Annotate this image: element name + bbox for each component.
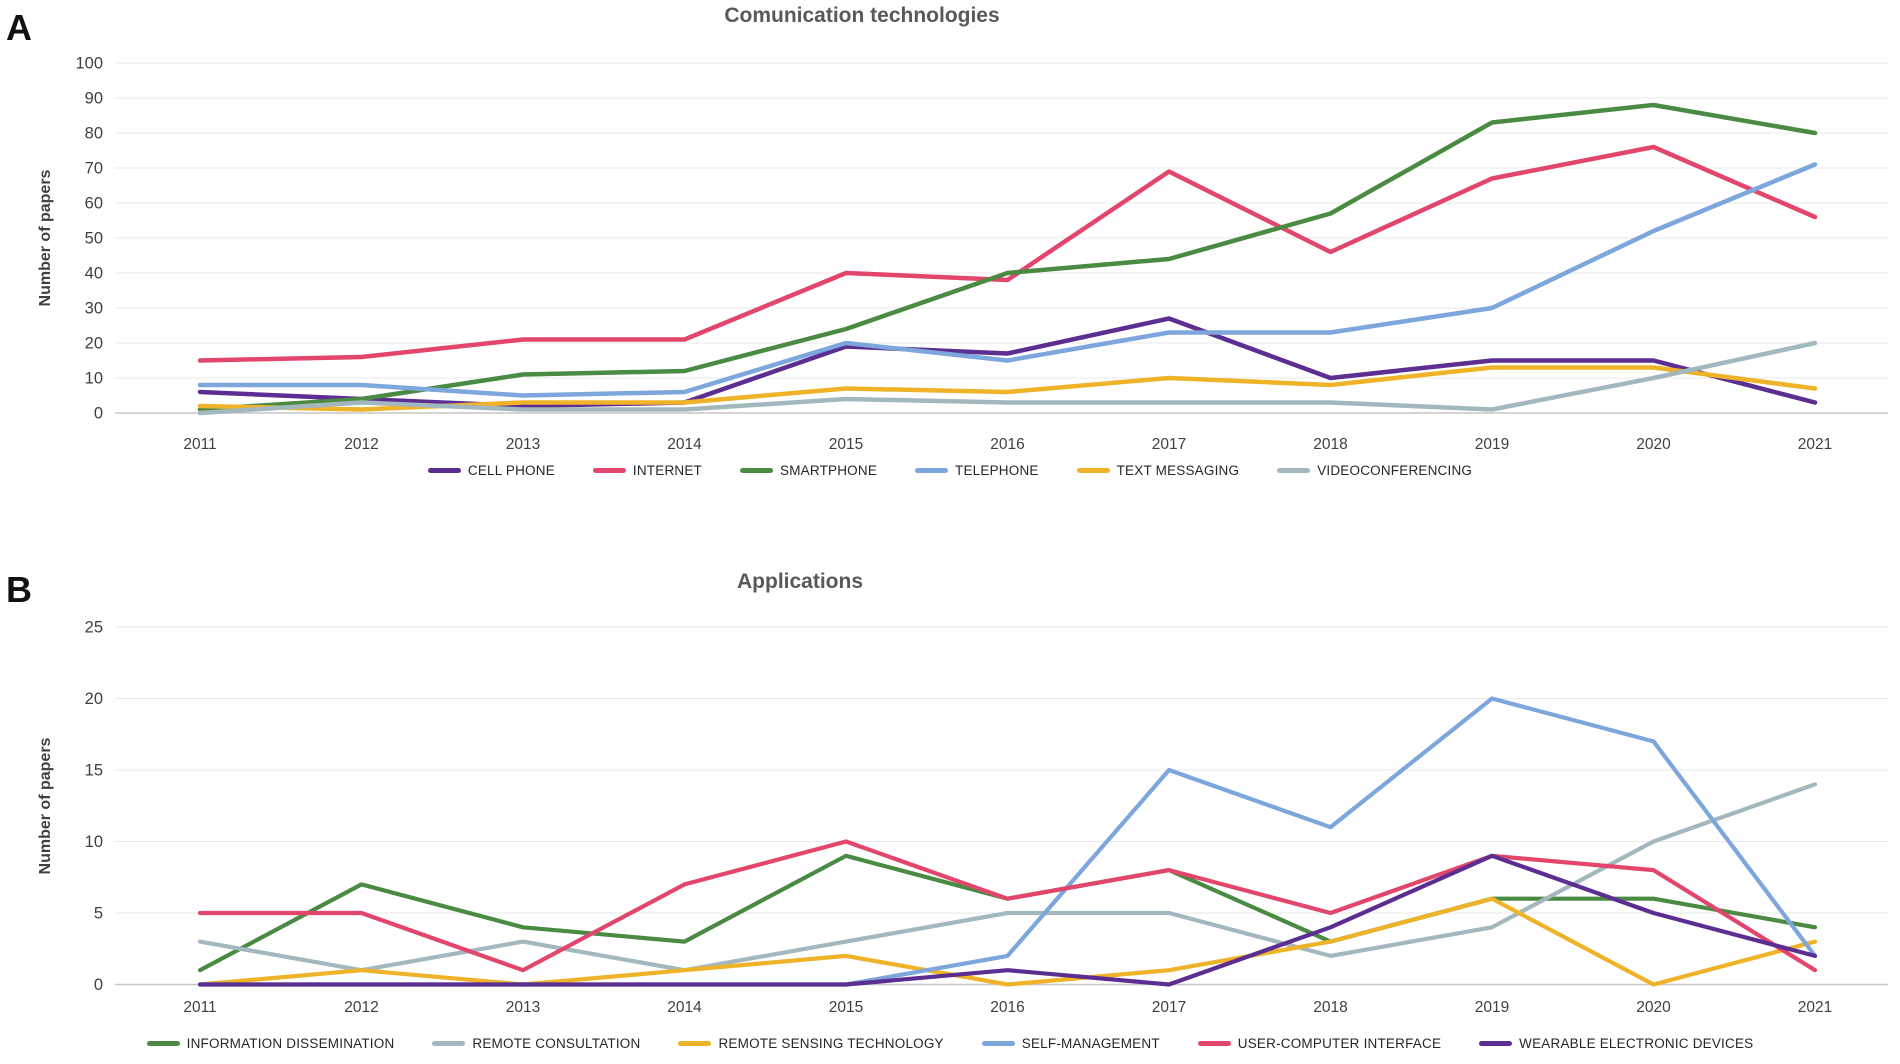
x-tick-label-2019: 2019	[1475, 999, 1509, 1016]
x-tick-label-2011: 2011	[183, 436, 216, 453]
y-tick-label-0: 0	[94, 976, 103, 994]
legend-line-swatch	[740, 468, 774, 473]
panel-a-legend: CELL PHONE INTERNET SMARTPHONE TELEPHONE TEX…	[0, 463, 1900, 478]
series-line-smartphone	[197, 102, 1818, 412]
x-tick-label-2017: 2017	[1152, 436, 1186, 453]
x-tick-label-2021: 2021	[1798, 436, 1832, 453]
x-tick-label-2012: 2012	[344, 999, 378, 1016]
y-tick-label-5: 5	[94, 905, 103, 923]
y-tick-label-60: 60	[85, 195, 103, 213]
series-line-text-messaging	[197, 365, 1818, 412]
legend-item-text-messaging: TEXT MESSAGING	[1076, 463, 1240, 478]
legend-line-swatch	[981, 1041, 1015, 1046]
legend-label: SMARTPHONE	[780, 463, 878, 478]
x-tick-label-2020: 2020	[1636, 436, 1671, 453]
legend-line-swatch	[427, 468, 461, 473]
y-tick-label-40: 40	[85, 265, 103, 283]
legend-line-swatch	[1277, 468, 1311, 473]
legend-item-cell-phone: CELL PHONE	[427, 463, 555, 478]
legend-label: WEARABLE ELECTRONIC DEVICES	[1519, 1036, 1754, 1051]
y-tick-label-20: 20	[85, 335, 103, 353]
x-tick-label-2012: 2012	[344, 436, 378, 453]
legend-label: REMOTE SENSING TECHNOLOGY	[718, 1036, 944, 1051]
legend-line-swatch	[678, 1041, 712, 1046]
y-tick-label-25: 25	[85, 619, 103, 637]
x-tick-label-2014: 2014	[667, 436, 702, 453]
legend-item-information-dissemination: INFORMATION DISSEMINATION	[146, 1036, 395, 1051]
x-tick-label-2014: 2014	[667, 999, 702, 1016]
panel-b-label: B	[6, 569, 32, 610]
legend-label: VIDEOCONFERENCING	[1317, 463, 1473, 478]
legend-line-swatch	[1076, 468, 1110, 473]
legend-item-internet: INTERNET	[592, 463, 703, 478]
x-tick-label-2016: 2016	[990, 436, 1024, 453]
legend-line-swatch	[915, 468, 949, 473]
legend-line-swatch	[1197, 1041, 1231, 1046]
x-tick-label-2017: 2017	[1152, 999, 1186, 1016]
panel-b-title: Applications	[736, 570, 864, 593]
y-tick-label-0: 0	[94, 405, 103, 423]
x-tick-label-2015: 2015	[829, 999, 863, 1016]
y-tick-label-100: 100	[75, 55, 103, 73]
series-line-user-computer-interface	[197, 839, 1818, 973]
series-line-remote-sensing-technology	[197, 896, 1818, 987]
y-tick-label-10: 10	[85, 370, 103, 388]
y-tick-label-10: 10	[85, 833, 103, 851]
panel-a-label: A	[6, 7, 32, 48]
legend-label: TELEPHONE	[955, 463, 1039, 478]
x-tick-label-2016: 2016	[990, 999, 1024, 1016]
legend-line-swatch	[146, 1041, 180, 1046]
y-tick-label-20: 20	[85, 690, 103, 708]
series-line-videoconferencing	[197, 340, 1818, 416]
panel-b-line-chart: 0 5 10 15 20 25 2011 2012 2013 2014 2015 2016 2017 20…	[85, 619, 1888, 1016]
y-tick-label-80: 80	[85, 125, 103, 143]
x-tick-label-2019: 2019	[1475, 436, 1509, 453]
y-tick-label-70: 70	[85, 160, 103, 178]
series-line-wearable-electronic-devices	[197, 853, 1818, 987]
x-tick-label-2015: 2015	[829, 436, 863, 453]
y-tick-label-50: 50	[85, 230, 103, 248]
legend-label: SELF-MANAGEMENT	[1021, 1036, 1160, 1051]
x-tick-label-2020: 2020	[1636, 999, 1671, 1016]
y-tick-label-90: 90	[85, 90, 103, 108]
legend-label: INTERNET	[632, 463, 703, 478]
legend-item-remote-sensing-technology: REMOTE SENSING TECHNOLOGY	[678, 1036, 944, 1051]
x-tick-label-2013: 2013	[506, 999, 540, 1016]
legend-label: TEXT MESSAGING	[1116, 463, 1240, 478]
y-tick-label-15: 15	[85, 762, 103, 780]
x-tick-label-2013: 2013	[506, 436, 540, 453]
legend-label: INFORMATION DISSEMINATION	[186, 1036, 395, 1051]
legend-line-swatch	[1479, 1041, 1513, 1046]
panel-a-line-chart: 0 10 20 30 40 50 60 70 80 90 100 2011 2012 2013 2014 20…	[75, 55, 1888, 453]
legend-line-swatch	[432, 1041, 466, 1046]
legend-item-videoconferencing: VIDEOCONFERENCING	[1277, 463, 1472, 478]
legend-item-user-computer-interface: USER-COMPUTER INTERFACE	[1197, 1036, 1442, 1051]
y-tick-label-30: 30	[85, 300, 103, 318]
x-tick-label-2018: 2018	[1313, 436, 1347, 453]
legend-item-self-management: SELF-MANAGEMENT	[981, 1036, 1160, 1051]
panel-a-title: Comunication technologies	[724, 4, 1000, 27]
legend-label: REMOTE CONSULTATION	[472, 1036, 641, 1051]
x-tick-label-2018: 2018	[1313, 999, 1347, 1016]
legend-label: CELL PHONE	[467, 463, 555, 478]
series-line-telephone	[197, 162, 1818, 398]
panel-b-legend: INFORMATION DISSEMINATION REMOTE CONSULTA…	[0, 1036, 1900, 1051]
legend-item-smartphone: SMARTPHONE	[740, 463, 877, 478]
legend-item-remote-consultation: REMOTE CONSULTATION	[432, 1036, 640, 1051]
legend-label: USER-COMPUTER INTERFACE	[1237, 1036, 1442, 1051]
legend-item-telephone: TELEPHONE	[915, 463, 1039, 478]
x-tick-label-2021: 2021	[1798, 999, 1832, 1016]
x-tick-label-2011: 2011	[183, 999, 216, 1016]
series-line-internet	[197, 144, 1818, 363]
legend-item-wearable-electronic-devices: WEARABLE ELECTRONIC DEVICES	[1479, 1036, 1753, 1051]
legend-line-swatch	[592, 468, 626, 473]
